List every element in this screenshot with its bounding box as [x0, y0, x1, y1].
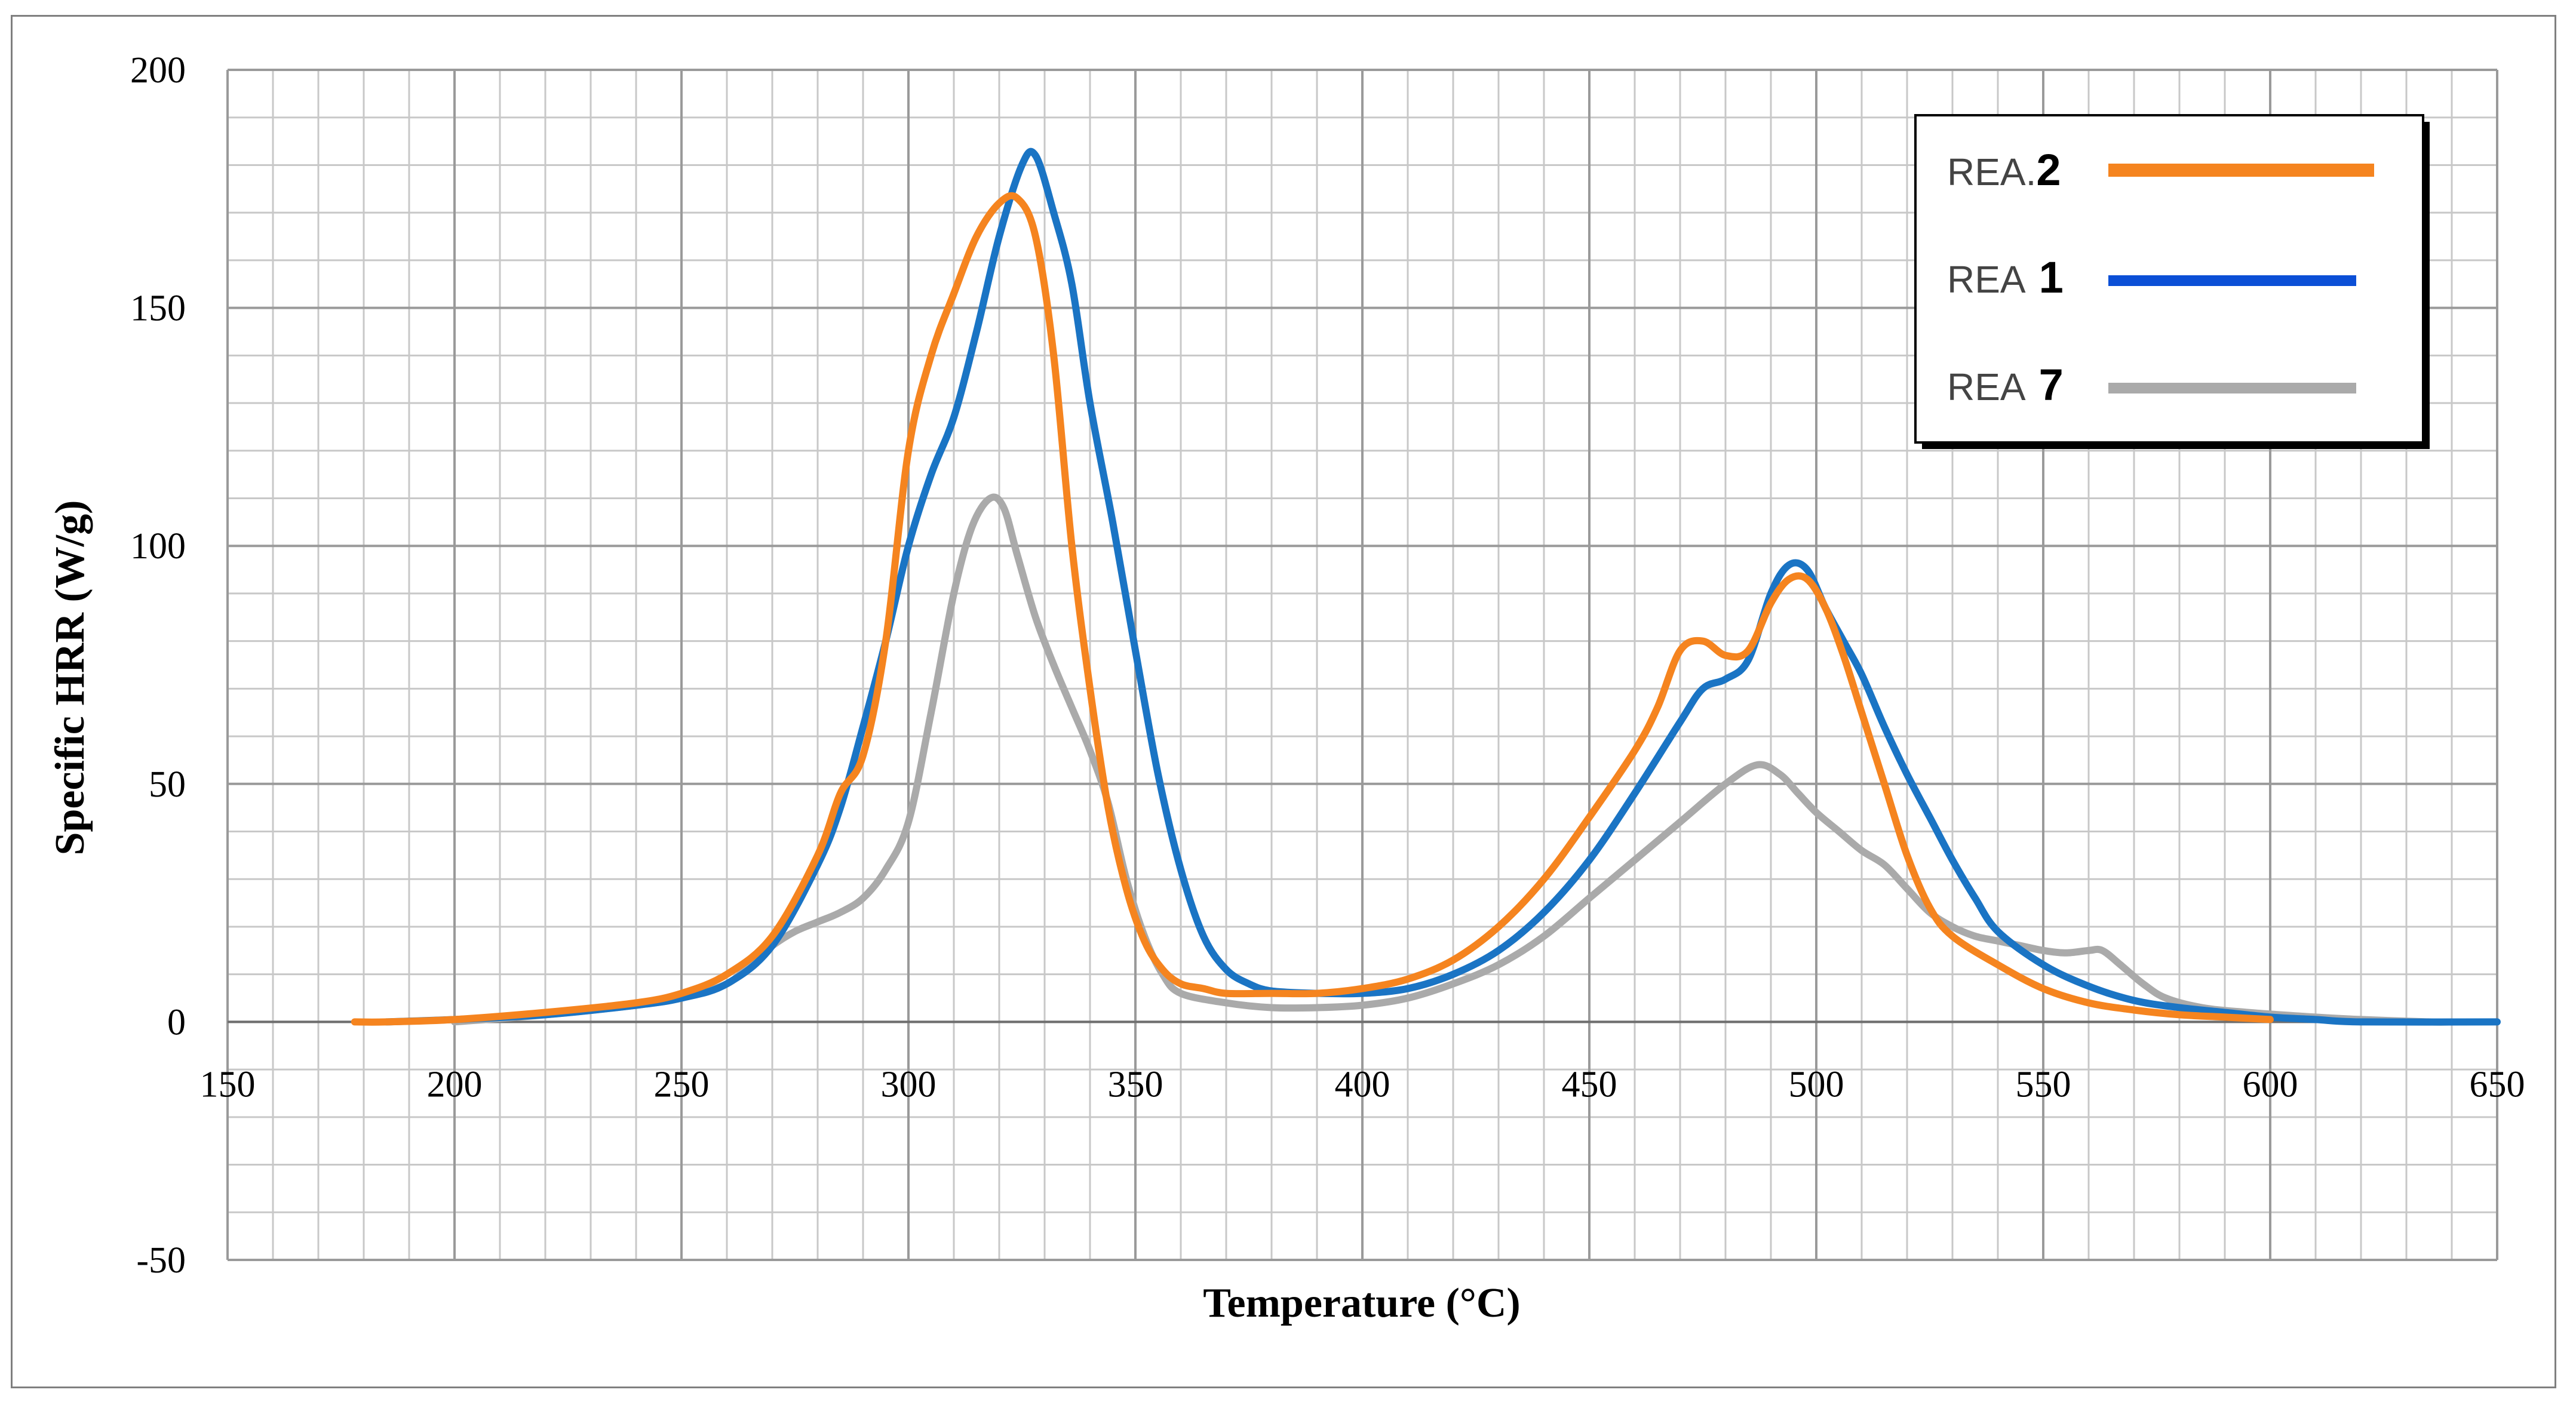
y-axis-title: Specific HRR (W/g): [47, 500, 93, 856]
y-tick-label: 0: [167, 1002, 186, 1043]
legend-label-rea-1: REA: [1947, 258, 2026, 301]
y-tick-label: 100: [130, 526, 186, 567]
x-tick-label: 500: [1789, 1064, 1844, 1105]
x-tick-label: 600: [2243, 1064, 2298, 1105]
y-tick-label: 150: [130, 288, 186, 329]
legend-entry-rea-2: REA.2: [1947, 145, 2374, 195]
series-line-rea-2: [351, 192, 2274, 1026]
x-axis-tick-labels: 150 200 250 300 350 400 450 500 550 600 650: [200, 1064, 2525, 1105]
legend-label-rea-2: REA.: [1947, 150, 2036, 193]
x-axis-title: Temperature (°C): [1203, 1280, 1521, 1326]
x-tick-label: 250: [654, 1064, 710, 1105]
y-tick-label: 200: [130, 50, 186, 91]
x-tick-label: 200: [427, 1064, 483, 1105]
series-line-rea-7: [451, 493, 2455, 1026]
x-tick-label: 400: [1335, 1064, 1390, 1105]
x-tick-label: 350: [1108, 1064, 1163, 1105]
legend-entry-rea-1: REA 1: [1947, 253, 2356, 302]
svg-text:REA.2: REA.2: [1947, 145, 2061, 195]
data-series: [351, 147, 2501, 1026]
legend-number-rea-2: 2: [2036, 145, 2061, 195]
y-axis-tick-labels: -50 0 50 100 150 200: [130, 50, 186, 1281]
legend-label-rea-7: REA: [1947, 365, 2026, 408]
legend-number-rea-7: 7: [2039, 360, 2064, 410]
y-tick-label: -50: [136, 1240, 186, 1281]
x-tick-label: 550: [2016, 1064, 2071, 1105]
x-tick-label: 300: [881, 1064, 937, 1105]
x-tick-label: 150: [200, 1064, 256, 1105]
x-tick-label: 450: [1562, 1064, 1617, 1105]
legend: REA.2 REA 1 REA 7: [1914, 114, 2430, 449]
y-tick-label: 50: [149, 764, 186, 805]
x-tick-label: 650: [2470, 1064, 2525, 1105]
legend-number-rea-1: 1: [2039, 253, 2064, 302]
legend-entry-rea-7: REA 7: [1947, 360, 2356, 410]
